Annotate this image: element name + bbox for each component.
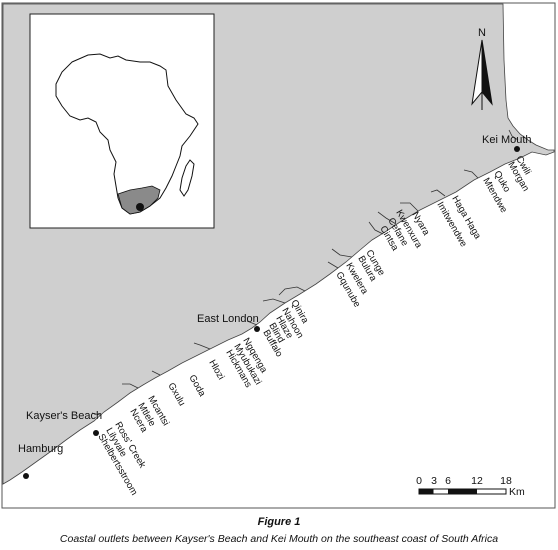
kei-mouth-marker	[514, 146, 520, 152]
town-label-kei-mouth: Kei Mouth	[482, 134, 532, 146]
figure-title: Figure 1	[257, 516, 301, 528]
scale-tick-label: 6	[445, 475, 451, 487]
kaysers-beach-marker	[93, 430, 99, 436]
south-africa-highlight	[117, 185, 161, 215]
africa-inset	[29, 13, 215, 229]
east-london-marker	[254, 326, 260, 332]
hamburg-marker	[23, 473, 29, 479]
figure-caption: Coastal outlets between Kayser's Beach a…	[59, 533, 499, 545]
town-label-east-london: East London	[197, 313, 259, 325]
africa-outline	[55, 53, 199, 215]
scale-tick-label: 18	[500, 475, 512, 487]
madagascar	[179, 159, 195, 197]
scale-segment	[419, 489, 434, 494]
town-label-kaysers-beach: Kayser's Beach	[26, 410, 102, 422]
north-arrow: N	[471, 27, 493, 110]
scale-bar: 0 3 6 12 18 Km	[416, 475, 525, 498]
north-label: N	[478, 27, 486, 39]
scale-segment	[448, 489, 477, 494]
town-label-hamburg: Hamburg	[18, 443, 63, 455]
river-channels	[91, 129, 519, 416]
scale-tick-label: 0	[416, 475, 422, 487]
scale-tick-label: 12	[471, 475, 483, 487]
study-area-marker	[136, 203, 144, 211]
map-canvas: N Kei Mouth East London Kayser's Beach H…	[1, 2, 556, 509]
scale-unit: Km	[509, 486, 525, 498]
scale-tick-label: 3	[431, 475, 437, 487]
